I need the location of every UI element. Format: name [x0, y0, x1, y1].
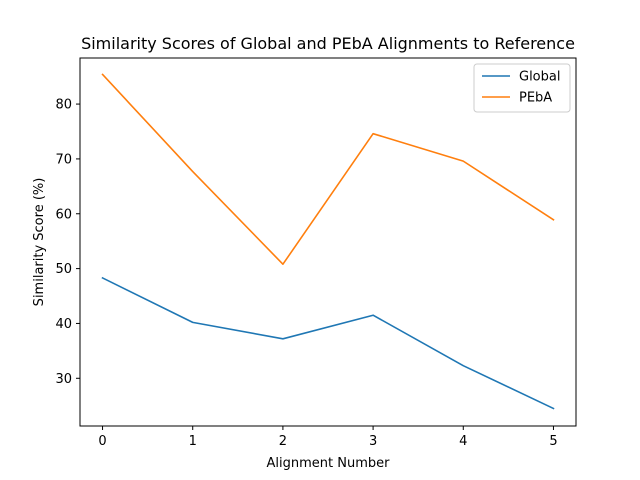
series-line-peba [101, 73, 555, 266]
legend-label-global: Global [519, 70, 560, 85]
y-tick-label: 40 [55, 317, 72, 332]
chart-title: Similarity Scores of Global and PEbA Ali… [81, 34, 575, 53]
y-tick-label: 60 [55, 207, 72, 222]
x-tick-label: 0 [98, 434, 106, 449]
y-tick-label: 70 [55, 152, 72, 167]
y-tick-label: 80 [55, 98, 72, 113]
x-axis-title: Alignment Number [267, 456, 391, 471]
x-tick-label: 1 [189, 434, 197, 449]
y-tick-label: 30 [55, 372, 72, 387]
y-tick-label: 50 [55, 262, 72, 277]
plot-area: 0 1 2 3 4 5 30 40 50 60 70 80 [55, 73, 558, 449]
legend-label-peba: PEbA [519, 91, 552, 106]
legend: Global PEbA [473, 63, 571, 113]
x-tick-label: 3 [369, 434, 377, 449]
x-tick-label: 4 [459, 434, 467, 449]
x-tick-label: 2 [279, 434, 287, 449]
y-axis-title: Similarity Score (%) [32, 178, 47, 307]
series-line-global [101, 276, 555, 410]
x-tick-label: 5 [549, 434, 557, 449]
plot-frame [79, 57, 577, 427]
